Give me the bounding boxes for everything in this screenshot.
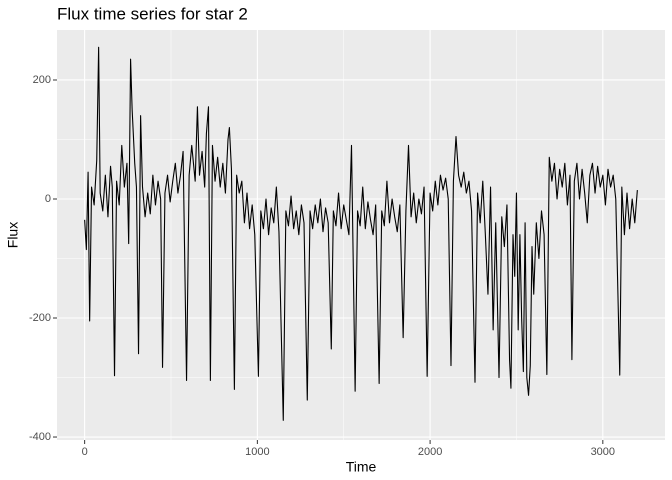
y-tick-label: 0 [45,193,51,205]
x-tick-label: 1000 [245,446,269,458]
y-tick-label: -200 [29,312,51,324]
panel [57,30,665,440]
x-tick-label: 3000 [591,446,615,458]
y-tick-label: -400 [29,431,51,443]
flux-line [84,46,638,421]
x-tick-label: 0 [82,446,88,458]
chart-title: Flux time series for star 2 [57,4,248,23]
grid [57,30,665,440]
y-axis-title: Flux [5,222,21,248]
plot-area [84,46,638,421]
x-axis-title: Time [346,459,377,475]
x-tick-label: 2000 [418,446,442,458]
y-tick-label: 200 [33,74,51,86]
